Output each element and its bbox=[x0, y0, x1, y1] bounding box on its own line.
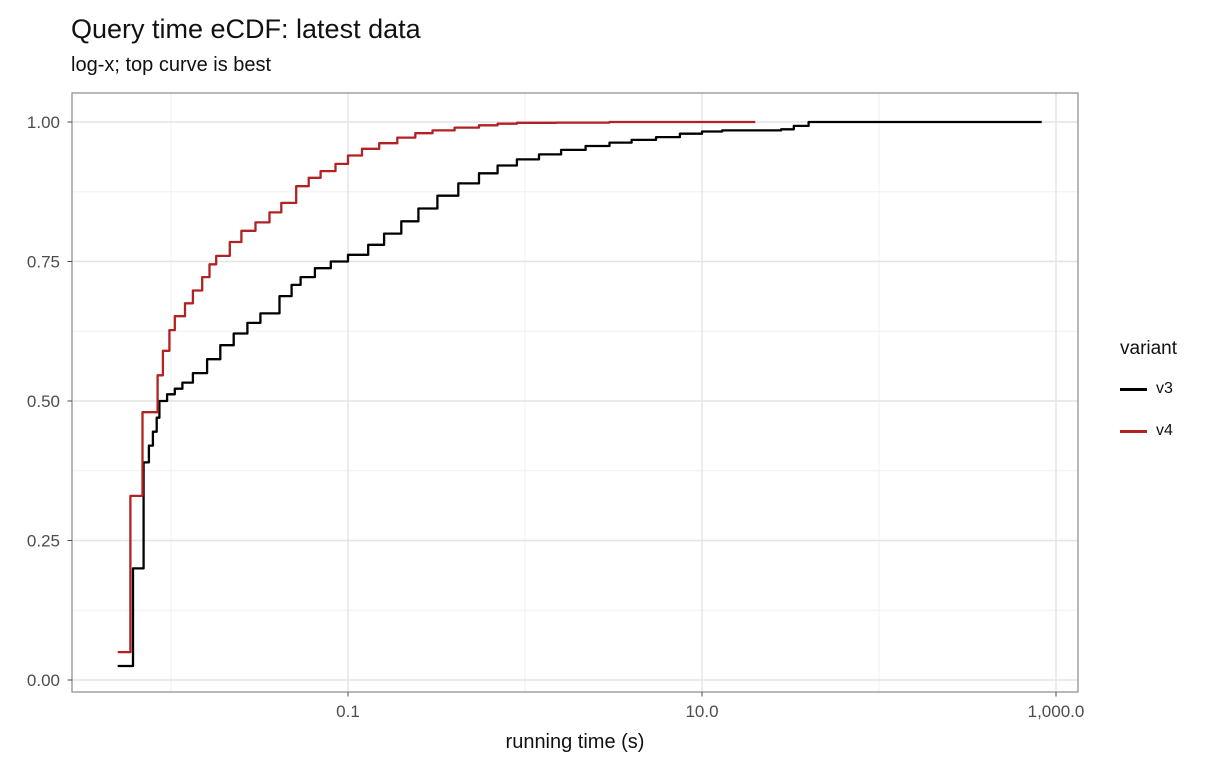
legend-label-v3: v3 bbox=[1156, 380, 1173, 397]
legend: variant v3 v4 bbox=[1120, 338, 1177, 460]
x-tick-label: 0.1 bbox=[336, 702, 360, 721]
v3-line-swatch-icon bbox=[1120, 387, 1147, 391]
legend-title: variant bbox=[1120, 338, 1178, 359]
legend-key-v3 bbox=[1120, 376, 1147, 402]
chart-subtitle: log-x; top curve is best bbox=[71, 54, 272, 76]
v4-line-swatch-icon bbox=[1120, 429, 1147, 433]
legend-label-v4: v4 bbox=[1156, 422, 1173, 439]
chart-title: Query time eCDF: latest data bbox=[71, 14, 421, 44]
legend-item-v4: v4 bbox=[1120, 418, 1177, 444]
y-tick-label: 0.75 bbox=[27, 253, 60, 272]
x-axis-title: running time (s) bbox=[505, 731, 645, 753]
legend-key-v4 bbox=[1120, 418, 1147, 444]
y-tick-label: 0.25 bbox=[27, 532, 60, 551]
x-tick-label: 10.0 bbox=[685, 702, 718, 721]
y-tick-label: 1.00 bbox=[27, 113, 60, 132]
panel-border bbox=[71, 92, 1079, 693]
x-tick-label: 1,000.0 bbox=[1028, 702, 1085, 721]
ecdf-curve-v4 bbox=[117, 120, 756, 654]
panel-background bbox=[72, 93, 1078, 692]
legend-item-v3: v3 bbox=[1120, 376, 1177, 402]
y-tick-label: 0.00 bbox=[27, 671, 60, 690]
ecdf-curve-v3 bbox=[117, 120, 1042, 668]
y-tick-label: 0.50 bbox=[27, 392, 60, 411]
